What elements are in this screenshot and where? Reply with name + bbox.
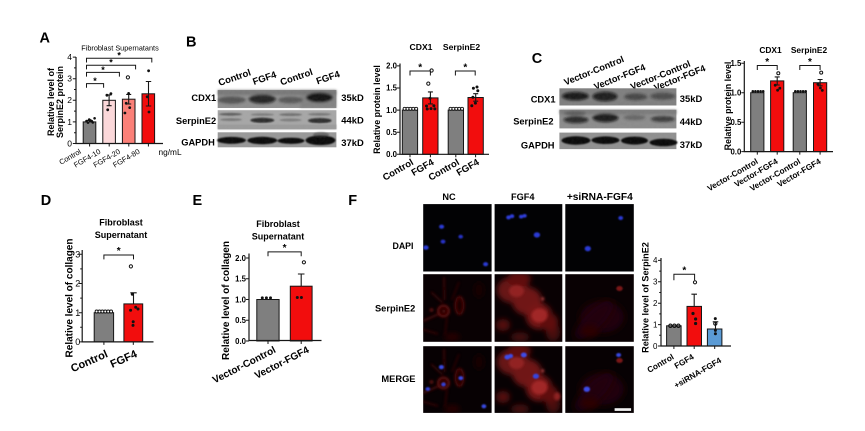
svg-text:GAPDH: GAPDH: [181, 137, 215, 147]
svg-text:MERGE: MERGE: [381, 374, 415, 384]
svg-text:Relative protein level: Relative protein level: [372, 65, 382, 154]
svg-text:0.5: 0.5: [386, 128, 398, 137]
svg-text:B: B: [186, 34, 196, 50]
svg-text:1.0: 1.0: [235, 295, 247, 304]
svg-text:*: *: [117, 51, 121, 61]
svg-text:FGF4: FGF4: [251, 69, 278, 88]
svg-text:2: 2: [653, 299, 658, 308]
svg-text:*: *: [463, 63, 467, 74]
svg-text:44kD: 44kD: [680, 116, 703, 127]
svg-text:Relative level of SerpinE2: Relative level of SerpinE2: [641, 242, 651, 353]
svg-text:+siRNA-FGF4: +siRNA-FGF4: [567, 192, 633, 203]
svg-text:SerpinE2: SerpinE2: [791, 45, 828, 55]
svg-text:Control: Control: [279, 67, 315, 88]
svg-text:FGF4: FGF4: [673, 352, 696, 370]
svg-text:*: *: [765, 57, 769, 68]
svg-text:3: 3: [75, 250, 80, 260]
svg-text:2: 2: [67, 95, 72, 105]
svg-text:ng/mL: ng/mL: [159, 147, 182, 157]
svg-text:0.5: 0.5: [730, 118, 742, 127]
svg-text:SerpinE2: SerpinE2: [513, 116, 553, 126]
svg-text:Fibroblast: Fibroblast: [256, 219, 300, 229]
svg-text:1: 1: [75, 308, 80, 318]
svg-text:Control: Control: [217, 67, 253, 88]
svg-text:0.0: 0.0: [386, 150, 398, 159]
svg-text:44kD: 44kD: [341, 115, 364, 126]
svg-text:37kD: 37kD: [680, 139, 703, 150]
svg-text:1.0: 1.0: [386, 106, 398, 115]
svg-text:Relative level of: Relative level of: [46, 67, 56, 136]
svg-text:*: *: [682, 266, 686, 277]
svg-text:1.5: 1.5: [386, 84, 398, 93]
svg-text:DAPI: DAPI: [392, 241, 413, 251]
svg-text:*: *: [101, 65, 105, 75]
svg-text:SerpinE2: SerpinE2: [375, 303, 415, 313]
svg-text:C: C: [532, 51, 543, 67]
svg-text:37kD: 37kD: [341, 137, 364, 148]
svg-text:4: 4: [653, 256, 658, 265]
svg-text:E: E: [193, 193, 203, 209]
svg-text:*: *: [117, 246, 121, 257]
svg-text:FGF4: FGF4: [109, 348, 140, 371]
svg-text:Supernatant: Supernatant: [252, 232, 305, 242]
svg-text:0: 0: [67, 138, 72, 148]
svg-text:1.5: 1.5: [235, 275, 247, 284]
svg-text:NC: NC: [442, 192, 456, 202]
svg-text:SerpinE2: SerpinE2: [176, 116, 216, 126]
svg-text:3: 3: [67, 74, 72, 84]
svg-text:CDX1: CDX1: [531, 94, 556, 104]
svg-text:0.0: 0.0: [730, 147, 742, 156]
svg-text:1.5: 1.5: [730, 59, 742, 68]
svg-text:F: F: [348, 193, 357, 209]
svg-text:*: *: [283, 243, 287, 254]
svg-text:SerpinE2: SerpinE2: [443, 42, 480, 52]
svg-text:0: 0: [75, 337, 80, 347]
svg-text:1.0: 1.0: [730, 88, 742, 97]
svg-text:0.5: 0.5: [235, 316, 247, 325]
svg-text:*: *: [418, 63, 422, 74]
svg-text:FGF4: FGF4: [511, 192, 535, 202]
svg-text:D: D: [41, 193, 51, 209]
svg-text:0.0: 0.0: [235, 337, 247, 346]
svg-text:FGF4: FGF4: [315, 69, 342, 88]
svg-text:Relative protein level: Relative protein level: [723, 62, 733, 151]
svg-text:4: 4: [67, 52, 72, 62]
svg-text:2: 2: [75, 279, 80, 289]
svg-text:1: 1: [67, 117, 72, 127]
svg-text:1: 1: [653, 320, 658, 329]
svg-text:2.0: 2.0: [235, 254, 247, 263]
svg-text:CDX1: CDX1: [759, 45, 782, 55]
svg-text:Fibroblast Supernatants: Fibroblast Supernatants: [81, 44, 159, 53]
svg-text:CDX1: CDX1: [410, 42, 433, 52]
svg-text:Relative level of collagen: Relative level of collagen: [65, 239, 76, 358]
svg-text:35kD: 35kD: [680, 93, 703, 104]
svg-text:FGF4: FGF4: [455, 157, 482, 179]
svg-text:Supernatant: Supernatant: [95, 230, 148, 240]
svg-text:GAPDH: GAPDH: [521, 140, 555, 150]
svg-text:3: 3: [653, 278, 658, 287]
svg-text:Fibroblast: Fibroblast: [99, 218, 143, 228]
svg-text:*: *: [93, 76, 97, 86]
svg-text:A: A: [40, 31, 51, 47]
svg-text:*: *: [109, 58, 113, 68]
svg-text:0: 0: [653, 342, 658, 351]
svg-text:35kD: 35kD: [341, 92, 364, 103]
svg-text:SerpinE2 protein: SerpinE2 protein: [55, 66, 65, 138]
svg-text:2.0: 2.0: [386, 62, 398, 71]
svg-text:Control: Control: [646, 352, 676, 374]
svg-text:Relative level of collagen: Relative level of collagen: [221, 241, 232, 360]
svg-text:CDX1: CDX1: [191, 93, 216, 103]
svg-text:*: *: [808, 57, 812, 68]
